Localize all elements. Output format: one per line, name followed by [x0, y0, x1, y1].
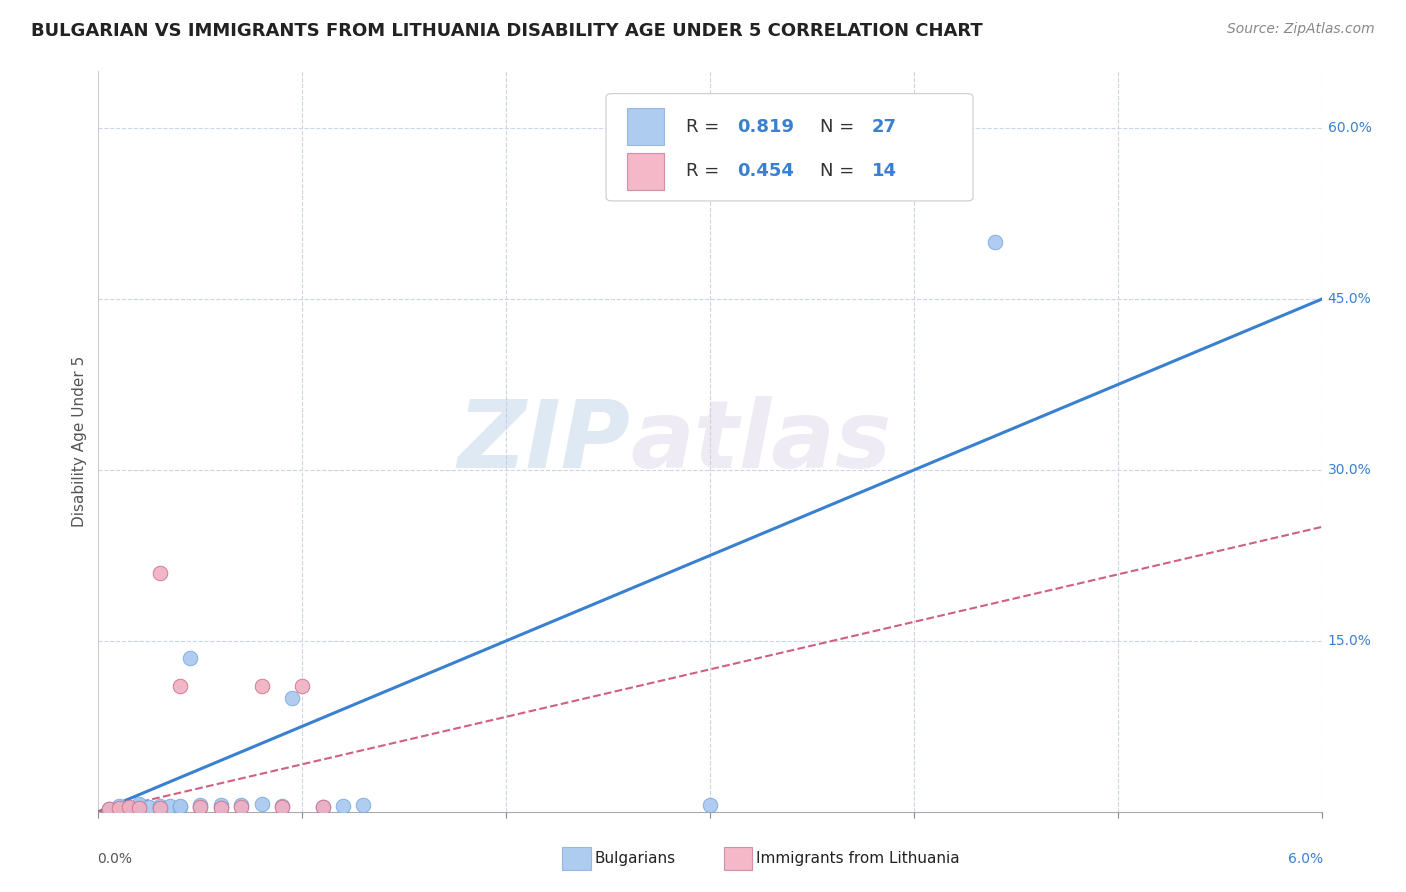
Point — [209, 800, 232, 814]
Point — [281, 690, 304, 705]
Text: 14: 14 — [872, 162, 897, 180]
Point — [169, 800, 191, 814]
Point — [270, 799, 292, 814]
FancyBboxPatch shape — [627, 109, 664, 145]
Point — [169, 680, 191, 694]
Point — [128, 801, 150, 815]
Text: Source: ZipAtlas.com: Source: ZipAtlas.com — [1227, 22, 1375, 37]
Y-axis label: Disability Age Under 5: Disability Age Under 5 — [72, 356, 87, 527]
Point — [270, 800, 292, 814]
Text: 27: 27 — [872, 118, 897, 136]
Point — [128, 799, 150, 814]
Text: Bulgarians: Bulgarians — [595, 851, 676, 865]
Point — [352, 797, 374, 812]
Point — [250, 797, 273, 811]
Text: 30.0%: 30.0% — [1327, 463, 1371, 477]
Point — [188, 800, 212, 814]
Point — [149, 801, 172, 815]
Point — [149, 566, 172, 580]
Text: N =: N = — [820, 162, 860, 180]
Point — [231, 800, 253, 814]
Point — [118, 800, 141, 814]
Point — [128, 801, 150, 815]
Text: atlas: atlas — [630, 395, 891, 488]
Point — [97, 802, 120, 816]
Text: R =: R = — [686, 162, 724, 180]
Point — [108, 801, 131, 815]
Text: 45.0%: 45.0% — [1327, 293, 1371, 306]
Point — [179, 651, 201, 665]
FancyBboxPatch shape — [606, 94, 973, 201]
Point — [332, 799, 354, 814]
Point — [311, 800, 335, 814]
Point — [149, 799, 172, 814]
Point — [209, 797, 232, 812]
Point — [118, 801, 141, 815]
Point — [291, 680, 314, 694]
Text: ZIP: ZIP — [457, 395, 630, 488]
Text: 6.0%: 6.0% — [1288, 853, 1323, 866]
Text: 0.819: 0.819 — [737, 118, 794, 136]
Point — [97, 802, 120, 816]
Text: BULGARIAN VS IMMIGRANTS FROM LITHUANIA DISABILITY AGE UNDER 5 CORRELATION CHART: BULGARIAN VS IMMIGRANTS FROM LITHUANIA D… — [31, 22, 983, 40]
Point — [311, 800, 335, 814]
Point — [108, 799, 131, 814]
Point — [699, 797, 721, 812]
Point — [159, 799, 181, 814]
Point — [149, 801, 172, 815]
Text: N =: N = — [820, 118, 860, 136]
Point — [231, 797, 253, 812]
Point — [250, 680, 273, 694]
Point — [138, 800, 160, 814]
Text: 0.454: 0.454 — [737, 162, 794, 180]
Point — [209, 801, 232, 815]
Point — [169, 799, 191, 814]
Text: Immigrants from Lithuania: Immigrants from Lithuania — [756, 851, 960, 865]
Text: 15.0%: 15.0% — [1327, 634, 1372, 648]
Text: R =: R = — [686, 118, 724, 136]
Point — [128, 797, 150, 811]
Point — [984, 235, 1007, 250]
Point — [108, 801, 131, 815]
Point — [188, 800, 212, 814]
FancyBboxPatch shape — [627, 153, 664, 190]
Text: 60.0%: 60.0% — [1327, 121, 1372, 136]
Text: 0.0%: 0.0% — [97, 853, 132, 866]
Point — [188, 797, 212, 812]
